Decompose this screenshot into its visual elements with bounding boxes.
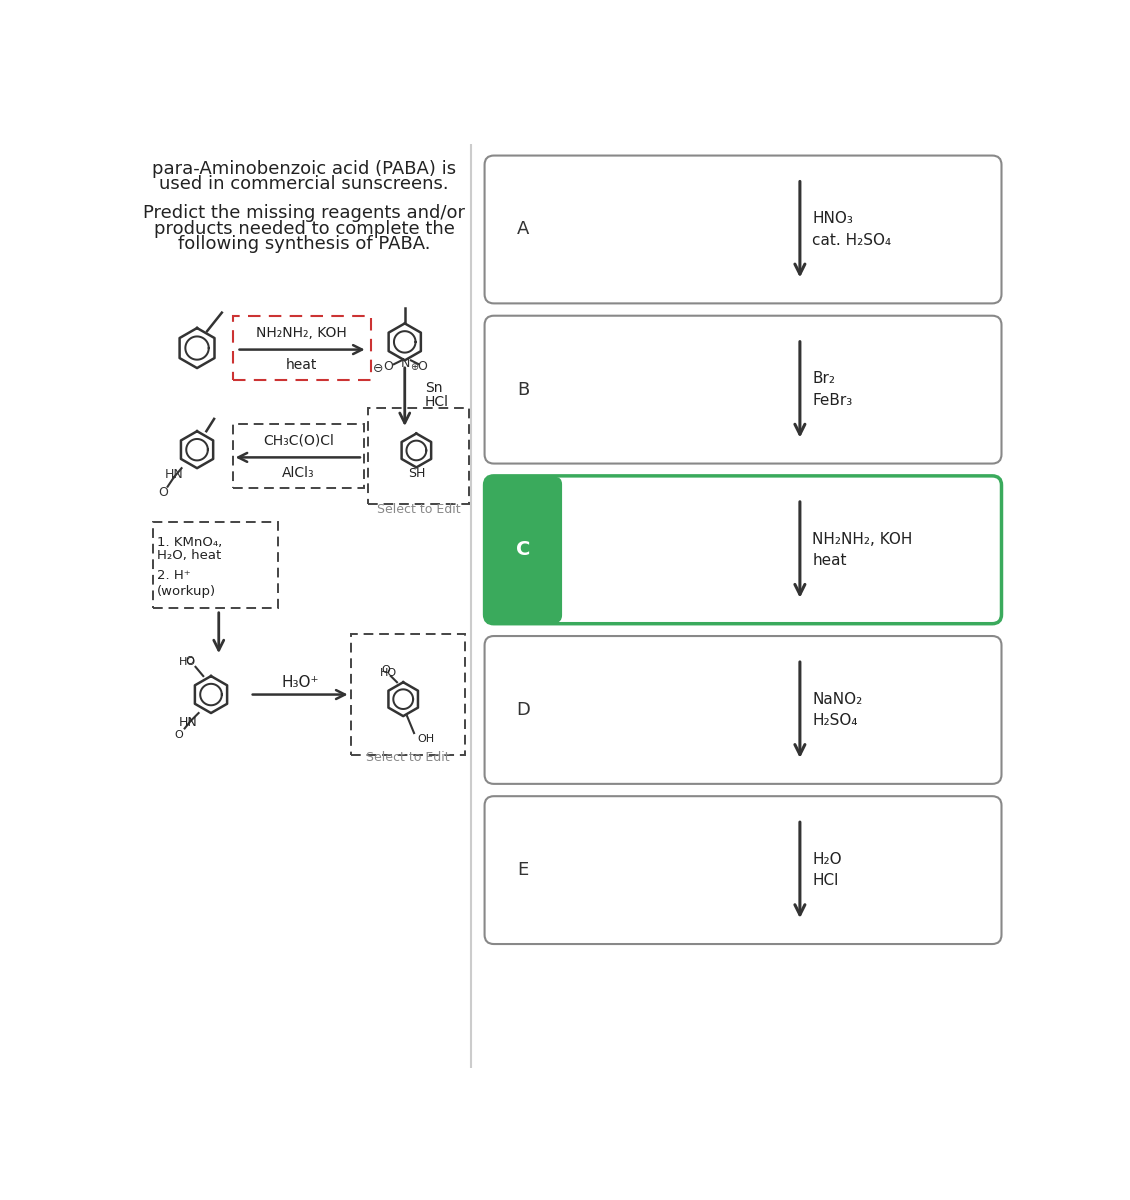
Text: NH₂NH₂, KOH: NH₂NH₂, KOH [257, 325, 347, 340]
Text: E: E [518, 862, 529, 880]
Text: AlCl₃: AlCl₃ [282, 466, 315, 480]
Text: O: O [417, 360, 427, 373]
Text: O: O [185, 655, 193, 666]
Text: OH: OH [417, 734, 434, 744]
Text: Br₂: Br₂ [812, 371, 835, 386]
Text: para-Aminobenzoic acid (PABA) is: para-Aminobenzoic acid (PABA) is [151, 160, 457, 178]
Text: N: N [401, 356, 410, 370]
Text: SH: SH [408, 467, 425, 480]
Text: HCl: HCl [812, 874, 838, 888]
Text: H₂SO₄: H₂SO₄ [812, 713, 858, 728]
Text: D: D [516, 701, 530, 719]
Text: HO: HO [380, 668, 397, 678]
Text: B: B [518, 380, 530, 398]
Text: Select to Edit: Select to Edit [377, 503, 461, 516]
Text: A: A [518, 221, 530, 239]
Text: (workup): (workup) [157, 584, 216, 598]
Text: CH₃C(O)Cl: CH₃C(O)Cl [263, 433, 334, 448]
Text: H₂O, heat: H₂O, heat [157, 550, 221, 563]
Text: used in commercial sunscreens.: used in commercial sunscreens. [159, 175, 449, 193]
Text: cat. H₂SO₄: cat. H₂SO₄ [812, 233, 892, 247]
Text: H₃O⁺: H₃O⁺ [281, 674, 319, 690]
Text: products needed to complete the: products needed to complete the [154, 220, 454, 238]
Text: HNO₃: HNO₃ [812, 211, 853, 226]
Text: ⊖: ⊖ [373, 361, 384, 374]
Text: heat: heat [812, 553, 846, 568]
Bar [350, 635, 466, 755]
Text: HCl: HCl [425, 395, 449, 409]
Text: Select to Edit: Select to Edit [366, 751, 450, 764]
Text: 1. KMnO₄,: 1. KMnO₄, [157, 535, 221, 548]
Bar [153, 522, 278, 608]
Text: Predict the missing reagents and/or: Predict the missing reagents and/or [144, 204, 466, 222]
Bar [233, 316, 371, 380]
Text: H₂O: H₂O [812, 852, 842, 866]
Text: FeBr₃: FeBr₃ [812, 392, 852, 408]
Text: HO: HO [179, 658, 195, 667]
Text: 2. H⁺: 2. H⁺ [157, 570, 190, 582]
Text: O: O [158, 486, 168, 499]
Bar [368, 408, 469, 504]
Text: O: O [383, 360, 392, 373]
Text: HN: HN [165, 468, 183, 481]
Text: NaNO₂: NaNO₂ [812, 691, 862, 707]
Text: heat: heat [286, 358, 318, 372]
Text: O: O [174, 730, 183, 739]
Text: ⊕: ⊕ [410, 362, 418, 372]
FancyBboxPatch shape [486, 476, 562, 623]
Text: HN: HN [179, 715, 198, 728]
Bar [233, 424, 365, 488]
Text: NH₂NH₂, KOH: NH₂NH₂, KOH [812, 532, 913, 546]
Text: Sn: Sn [425, 382, 443, 395]
Text: C: C [516, 540, 530, 559]
Text: O: O [382, 665, 391, 674]
Text: following synthesis of PABA.: following synthesis of PABA. [177, 235, 431, 253]
